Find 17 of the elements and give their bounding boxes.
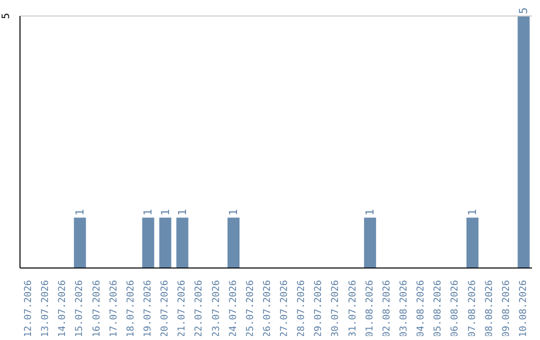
x-tick-label: 15.07.2026 — [74, 280, 86, 338]
x-tick-label: 12.07.2026 — [23, 280, 34, 338]
data-label: 5 — [517, 7, 530, 14]
x-tick-label: 18.07.2026 — [125, 280, 136, 338]
x-tick-label: 13.07.2026 — [40, 280, 52, 338]
data-label: 1 — [364, 208, 377, 216]
data-label: 1 — [466, 208, 479, 216]
data-label: 1 — [176, 208, 189, 216]
data-label: 1 — [227, 208, 240, 216]
x-tick-label: 10.08.2026 — [518, 280, 529, 338]
data-label: 1 — [158, 208, 172, 216]
x-tick-label: 14.07.2026 — [57, 280, 68, 338]
data-label: 1 — [142, 208, 155, 216]
x-tick-label: 17.07.2026 — [108, 280, 120, 338]
x-tick-label: 19.07.2026 — [142, 280, 154, 338]
data-label: 1 — [73, 208, 86, 216]
x-tick-label: 16.07.2026 — [91, 280, 102, 338]
